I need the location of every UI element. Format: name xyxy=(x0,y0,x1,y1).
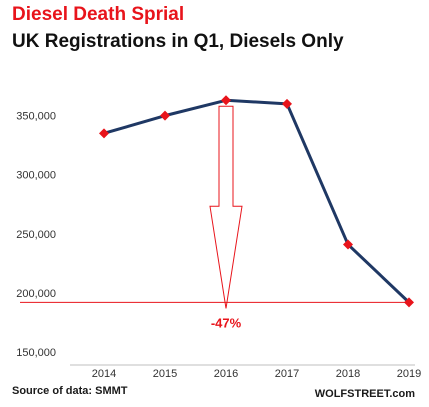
annotation-layer xyxy=(20,105,409,309)
series-line xyxy=(103,98,411,304)
data-point xyxy=(404,297,414,308)
x-tick-label: 2015 xyxy=(153,368,177,380)
brand-label: WOLFSTREET.com xyxy=(314,388,415,400)
data-point xyxy=(160,110,170,121)
decline-arrow xyxy=(209,105,243,309)
source-note: Source of data: SMMT xyxy=(12,385,128,397)
data-point xyxy=(99,128,109,139)
y-tick-label: 300,000 xyxy=(16,170,56,182)
x-tick-label: 2014 xyxy=(92,368,116,380)
x-tick-label: 2018 xyxy=(336,368,360,380)
series-layer xyxy=(99,95,414,308)
x-tick-label: 2019 xyxy=(397,368,421,380)
y-tick-label: 250,000 xyxy=(16,229,56,241)
x-tick-label: 2017 xyxy=(275,368,299,380)
data-point xyxy=(221,95,231,106)
label-layer: 150,000 200,000 250,000 300,000 350,000 2014 2… xyxy=(16,111,421,380)
y-tick-label: 200,000 xyxy=(16,288,56,300)
y-tick-label: 150,000 xyxy=(16,347,56,359)
y-tick-label: 350,000 xyxy=(16,111,56,123)
data-point xyxy=(343,239,353,250)
chart-subtitle: UK Registrations in Q1, Diesels Only xyxy=(12,31,344,52)
x-tick-label: 2016 xyxy=(214,368,238,380)
annotation-label: -47% xyxy=(211,315,242,330)
data-point xyxy=(282,98,292,109)
chart-title: Diesel Death Sprial xyxy=(12,4,185,25)
